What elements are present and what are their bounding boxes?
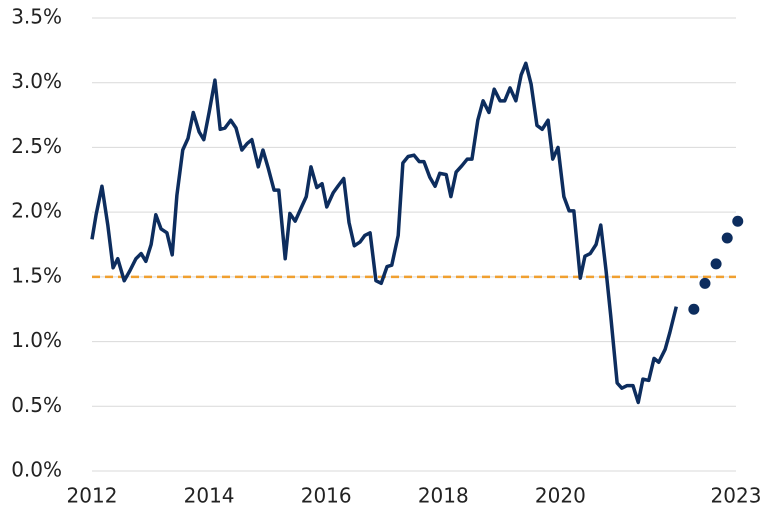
y-tick-label: 1.0% [11,328,62,352]
y-tick-label: 3.0% [11,69,62,93]
x-tick-label: 2023 [711,484,762,508]
x-tick-label: 2018 [418,484,469,508]
y-tick-label: 2.5% [11,134,62,158]
y-tick-label: 2.0% [11,199,62,223]
marker [688,303,700,315]
x-tick-label: 2020 [535,484,586,508]
x-tick-label: 2014 [184,484,235,508]
y-tick-label: 0.5% [11,393,62,417]
marker [721,232,733,244]
line [90,61,678,405]
marker [732,215,744,227]
x-tick-label: 2012 [67,484,118,508]
y-tick-label: 0.0% [11,458,62,482]
marker [710,258,722,270]
y-tick-label: 3.5% [11,5,62,29]
x-tick-label: 2016 [301,484,352,508]
marker [699,277,711,289]
y-tick-label: 1.5% [11,263,62,287]
